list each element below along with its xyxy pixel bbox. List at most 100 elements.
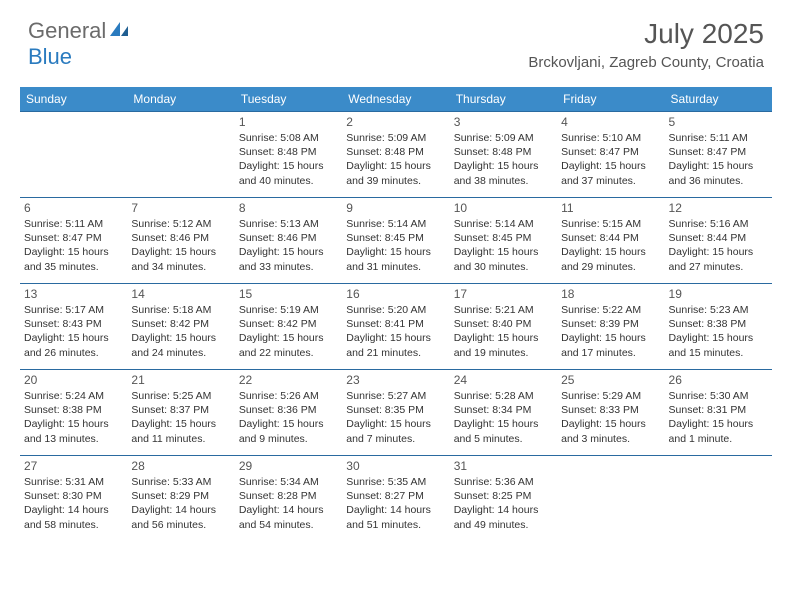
logo-sail-icon: [108, 20, 130, 43]
logo-text-blue: Blue: [28, 44, 72, 69]
logo-text-general: General: [28, 18, 106, 44]
dayname-header: Wednesday: [342, 87, 449, 112]
day-number: 16: [346, 287, 445, 301]
calendar-body: 1 Sunrise: 5:08 AMSunset: 8:48 PMDaylight…: [20, 112, 772, 542]
day-number: 7: [131, 201, 230, 215]
day-sun-info: Sunrise: 5:09 AMSunset: 8:48 PMDaylight:…: [346, 131, 445, 188]
day-number: 11: [561, 201, 660, 215]
calendar-week-row: 27 Sunrise: 5:31 AMSunset: 8:30 PMDayligh…: [20, 456, 772, 542]
day-number: 22: [239, 373, 338, 387]
calendar-day-cell: 30 Sunrise: 5:35 AMSunset: 8:27 PMDayligh…: [342, 456, 449, 542]
day-sun-info: Sunrise: 5:19 AMSunset: 8:42 PMDaylight:…: [239, 303, 338, 360]
calendar-day-cell: 17Sunrise: 5:21 AMSunset: 8:40 PMDayligh…: [450, 284, 557, 370]
day-number: 20: [24, 373, 123, 387]
day-number: 24: [454, 373, 553, 387]
calendar-day-cell: 10 Sunrise: 5:14 AMSunset: 8:45 PMDayligh…: [450, 198, 557, 284]
calendar-day-cell: 5Sunrise: 5:11 AMSunset: 8:47 PMDaylight…: [665, 112, 772, 198]
calendar-day-cell: 21 Sunrise: 5:25 AMSunset: 8:37 PMDayligh…: [127, 370, 234, 456]
calendar-day-cell: 27 Sunrise: 5:31 AMSunset: 8:30 PMDayligh…: [20, 456, 127, 542]
day-number: 1: [239, 115, 338, 129]
day-number: 27: [24, 459, 123, 473]
day-sun-info: Sunrise: 5:28 AMSunset: 8:34 PMDaylight:…: [454, 389, 553, 446]
dayname-header: Tuesday: [235, 87, 342, 112]
calendar-day-cell: 13 Sunrise: 5:17 AMSunset: 8:43 PMDayligh…: [20, 284, 127, 370]
day-number: 13: [24, 287, 123, 301]
calendar-day-cell: 3Sunrise: 5:09 AMSunset: 8:48 PMDaylight…: [450, 112, 557, 198]
day-sun-info: Sunrise: 5:24 AMSunset: 8:38 PMDaylight:…: [24, 389, 123, 446]
calendar-week-row: 6 Sunrise: 5:11 AMSunset: 8:47 PMDaylight…: [20, 198, 772, 284]
dayname-header: Sunday: [20, 87, 127, 112]
calendar-day-cell: 22Sunrise: 5:26 AMSunset: 8:36 PMDayligh…: [235, 370, 342, 456]
day-number: 28: [131, 459, 230, 473]
calendar-day-cell: 20 Sunrise: 5:24 AMSunset: 8:38 PMDayligh…: [20, 370, 127, 456]
day-number: 2: [346, 115, 445, 129]
day-number: 31: [454, 459, 553, 473]
day-sun-info: Sunrise: 5:30 AMSunset: 8:31 PMDaylight:…: [669, 389, 768, 446]
location-text: Brckovljani, Zagreb County, Croatia: [528, 54, 764, 71]
calendar-day-cell: 15Sunrise: 5:19 AMSunset: 8:42 PMDayligh…: [235, 284, 342, 370]
header: General July 2025 Brckovljani, Zagreb Co…: [0, 0, 792, 81]
dayname-header: Saturday: [665, 87, 772, 112]
calendar-day-cell: 19 Sunrise: 5:23 AMSunset: 8:38 PMDayligh…: [665, 284, 772, 370]
dayname-header: Monday: [127, 87, 234, 112]
calendar-day-cell: [665, 456, 772, 542]
day-number: 25: [561, 373, 660, 387]
day-sun-info: Sunrise: 5:11 AMSunset: 8:47 PMDaylight:…: [669, 131, 768, 188]
day-sun-info: Sunrise: 5:14 AMSunset: 8:45 PMDaylight:…: [346, 217, 445, 274]
day-sun-info: Sunrise: 5:35 AMSunset: 8:27 PMDaylight:…: [346, 475, 445, 532]
day-sun-info: Sunrise: 5:34 AMSunset: 8:28 PMDaylight:…: [239, 475, 338, 532]
day-number: 4: [561, 115, 660, 129]
day-number: 6: [24, 201, 123, 215]
calendar-day-cell: 31 Sunrise: 5:36 AMSunset: 8:25 PMDayligh…: [450, 456, 557, 542]
day-sun-info: Sunrise: 5:17 AMSunset: 8:43 PMDaylight:…: [24, 303, 123, 360]
calendar-day-cell: 18Sunrise: 5:22 AMSunset: 8:39 PMDayligh…: [557, 284, 664, 370]
calendar-day-cell: 12 Sunrise: 5:16 AMSunset: 8:44 PMDayligh…: [665, 198, 772, 284]
calendar-day-cell: 16Sunrise: 5:20 AMSunset: 8:41 PMDayligh…: [342, 284, 449, 370]
day-number: 10: [454, 201, 553, 215]
calendar-day-cell: 24 Sunrise: 5:28 AMSunset: 8:34 PMDayligh…: [450, 370, 557, 456]
day-number: 12: [669, 201, 768, 215]
day-sun-info: Sunrise: 5:13 AMSunset: 8:46 PMDaylight:…: [239, 217, 338, 274]
calendar-day-cell: 7 Sunrise: 5:12 AMSunset: 8:46 PMDaylight…: [127, 198, 234, 284]
calendar-week-row: 13 Sunrise: 5:17 AMSunset: 8:43 PMDayligh…: [20, 284, 772, 370]
day-sun-info: Sunrise: 5:18 AMSunset: 8:42 PMDaylight:…: [131, 303, 230, 360]
day-sun-info: Sunrise: 5:31 AMSunset: 8:30 PMDaylight:…: [24, 475, 123, 532]
day-sun-info: Sunrise: 5:11 AMSunset: 8:47 PMDaylight:…: [24, 217, 123, 274]
calendar-day-cell: 9Sunrise: 5:14 AMSunset: 8:45 PMDaylight…: [342, 198, 449, 284]
dayname-header: Thursday: [450, 87, 557, 112]
day-sun-info: Sunrise: 5:12 AMSunset: 8:46 PMDaylight:…: [131, 217, 230, 274]
calendar-day-cell: 14 Sunrise: 5:18 AMSunset: 8:42 PMDayligh…: [127, 284, 234, 370]
calendar-day-cell: 23Sunrise: 5:27 AMSunset: 8:35 PMDayligh…: [342, 370, 449, 456]
day-sun-info: Sunrise: 5:16 AMSunset: 8:44 PMDaylight:…: [669, 217, 768, 274]
day-sun-info: Sunrise: 5:22 AMSunset: 8:39 PMDaylight:…: [561, 303, 660, 360]
calendar-day-cell: 28 Sunrise: 5:33 AMSunset: 8:29 PMDayligh…: [127, 456, 234, 542]
calendar-day-cell: 11 Sunrise: 5:15 AMSunset: 8:44 PMDayligh…: [557, 198, 664, 284]
calendar-day-cell: [127, 112, 234, 198]
day-number: 17: [454, 287, 553, 301]
day-number: 19: [669, 287, 768, 301]
day-sun-info: Sunrise: 5:08 AMSunset: 8:48 PMDaylight:…: [239, 131, 338, 188]
dayname-header: Friday: [557, 87, 664, 112]
calendar-day-cell: 25 Sunrise: 5:29 AMSunset: 8:33 PMDayligh…: [557, 370, 664, 456]
calendar-day-cell: [20, 112, 127, 198]
calendar-day-cell: 29 Sunrise: 5:34 AMSunset: 8:28 PMDayligh…: [235, 456, 342, 542]
day-sun-info: Sunrise: 5:36 AMSunset: 8:25 PMDaylight:…: [454, 475, 553, 532]
day-sun-info: Sunrise: 5:23 AMSunset: 8:38 PMDaylight:…: [669, 303, 768, 360]
logo: General: [28, 18, 132, 44]
calendar-table: SundayMondayTuesdayWednesdayThursdayFrid…: [20, 87, 772, 542]
logo-blue-text-wrap: Blue: [28, 44, 72, 70]
day-number: 29: [239, 459, 338, 473]
day-sun-info: Sunrise: 5:29 AMSunset: 8:33 PMDaylight:…: [561, 389, 660, 446]
day-number: 26: [669, 373, 768, 387]
day-number: 21: [131, 373, 230, 387]
day-sun-info: Sunrise: 5:10 AMSunset: 8:47 PMDaylight:…: [561, 131, 660, 188]
calendar-day-cell: 4 Sunrise: 5:10 AMSunset: 8:47 PMDaylight…: [557, 112, 664, 198]
day-sun-info: Sunrise: 5:25 AMSunset: 8:37 PMDaylight:…: [131, 389, 230, 446]
day-sun-info: Sunrise: 5:15 AMSunset: 8:44 PMDaylight:…: [561, 217, 660, 274]
day-number: 14: [131, 287, 230, 301]
day-sun-info: Sunrise: 5:33 AMSunset: 8:29 PMDaylight:…: [131, 475, 230, 532]
day-number: 8: [239, 201, 338, 215]
day-sun-info: Sunrise: 5:14 AMSunset: 8:45 PMDaylight:…: [454, 217, 553, 274]
calendar-day-cell: 8 Sunrise: 5:13 AMSunset: 8:46 PMDaylight…: [235, 198, 342, 284]
day-number: 30: [346, 459, 445, 473]
